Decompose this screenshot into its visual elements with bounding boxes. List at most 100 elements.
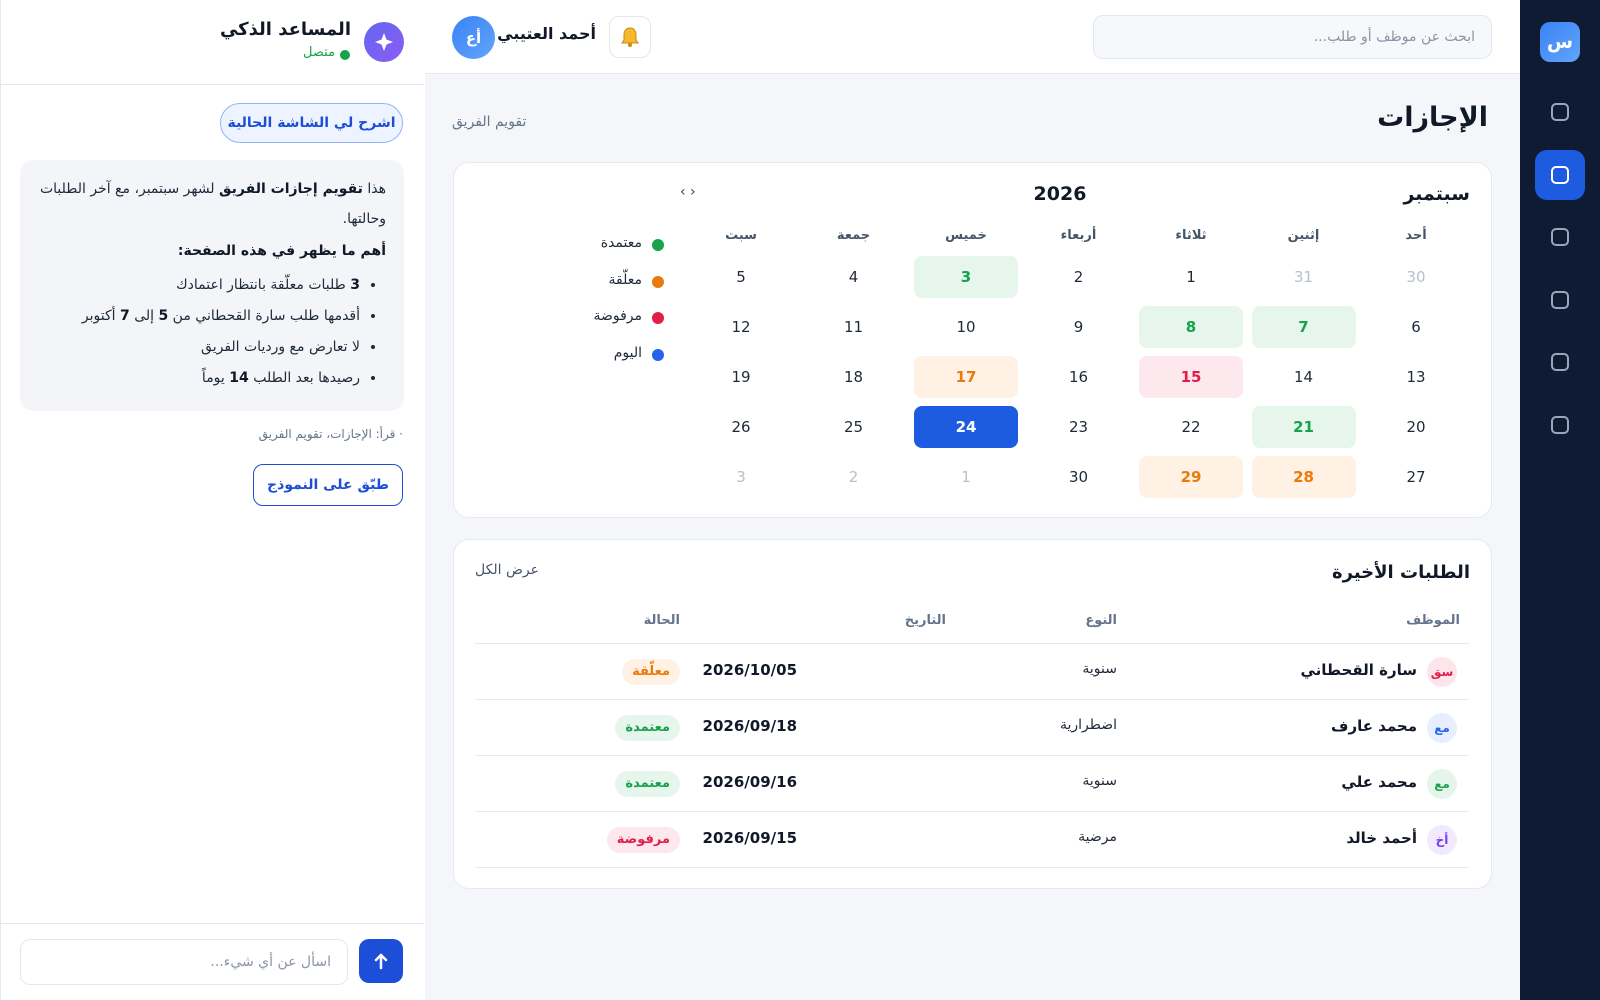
row-divider	[475, 699, 1469, 700]
calendar-day[interactable]: 18	[843, 368, 864, 386]
employee-avatar: مع	[1427, 713, 1457, 743]
employee-avatar: مع	[1427, 769, 1457, 799]
calendar-day[interactable]: 8	[1139, 306, 1243, 348]
assistant-header-divider	[0, 84, 424, 85]
notifications-button[interactable]	[609, 16, 651, 58]
nav-icon[interactable]	[1551, 228, 1569, 246]
user-name: أحمد العتيبي	[497, 24, 596, 43]
status-badge: معلّقة	[622, 659, 680, 685]
calendar-day[interactable]: 29	[1139, 456, 1243, 498]
leave-date: 2026/10/05	[702, 661, 797, 679]
nav-icon[interactable]	[1551, 290, 1569, 309]
calendar-day[interactable]: 30	[1406, 268, 1426, 286]
calendar-day[interactable]: 21	[1251, 406, 1356, 448]
legend-label: معلّقة	[608, 271, 642, 288]
employee-name: محمد علي	[1341, 773, 1417, 791]
logo[interactable]: س	[1540, 22, 1580, 62]
page-title: الإجازات	[1377, 102, 1488, 133]
assistant-status: متصل	[302, 45, 335, 60]
employee-name: سارة القحطاني	[1300, 661, 1417, 679]
message-text: طلبات معلّقة بانتظار اعتمادك	[176, 277, 351, 293]
requests-title: الطلبات الأخيرة	[1332, 562, 1470, 583]
calendar-day[interactable]: 2	[848, 468, 859, 486]
calendar-day[interactable]: 2	[1073, 268, 1084, 286]
calendar-day[interactable]: 10	[956, 318, 976, 336]
weekday-label: سبت	[725, 228, 757, 243]
calendar-day[interactable]: 14	[1293, 368, 1314, 386]
calendar-day[interactable]: 11	[843, 318, 864, 336]
calendar-day[interactable]: 19	[731, 368, 751, 386]
table-header: الحالة	[643, 613, 680, 628]
calendar-nav[interactable]: ‹ ›	[680, 184, 696, 200]
calendar-day[interactable]: 28	[1251, 456, 1356, 498]
calendar-day[interactable]: 16	[1068, 368, 1089, 386]
row-divider	[475, 811, 1469, 812]
calendar-day[interactable]: 24	[914, 406, 1018, 448]
calendar-day[interactable]: 22	[1181, 418, 1201, 436]
legend-label: معتمدة	[600, 235, 642, 251]
user-avatar[interactable]: أع	[452, 16, 495, 59]
nav-icon[interactable]	[1551, 353, 1569, 371]
calendar-day[interactable]: 13	[1406, 368, 1426, 386]
leave-date: 2026/09/16	[702, 773, 797, 791]
message-list: 3 طلبات معلّقة بانتظار اعتمادكأقدمها طلب…	[34, 270, 386, 394]
send-button[interactable]	[359, 939, 403, 983]
calendar-day[interactable]: 9	[1073, 318, 1084, 336]
sparkle-icon	[375, 33, 393, 51]
message-bullet: 3 طلبات معلّقة بانتظار اعتمادك	[34, 270, 360, 301]
calendar-day[interactable]: 7	[1251, 306, 1356, 348]
calendar-day[interactable]: 3	[914, 256, 1018, 298]
calendar-day[interactable]: 25	[843, 418, 864, 436]
calendar-day[interactable]: 30	[1068, 468, 1089, 486]
calendar-day[interactable]: 17	[914, 356, 1018, 398]
status-badge: معتمدة	[615, 715, 680, 741]
message-bullet: أقدمها طلب سارة القحطاني من 5 إلى 7 أكتو…	[34, 301, 360, 332]
calendar-day[interactable]: 12	[731, 318, 751, 336]
nav-icon[interactable]	[1551, 415, 1569, 434]
calendar-day[interactable]: 5	[736, 268, 746, 286]
message-text: لشهر سبتمبر، مع آخر الطلبات وحالتها.	[39, 181, 386, 227]
bold-text: 7	[120, 308, 130, 324]
table-divider	[475, 643, 1469, 644]
calendar-day[interactable]: 27	[1406, 468, 1426, 486]
row-divider	[475, 867, 1469, 868]
input-divider	[0, 923, 424, 924]
message-text: أقدمها طلب سارة القحطاني من	[168, 308, 360, 324]
nav-icon[interactable]	[1551, 165, 1569, 184]
calendar-day[interactable]: 23	[1068, 418, 1089, 436]
calendar-day[interactable]: 1	[1186, 268, 1196, 286]
leave-type: مرضية	[1078, 829, 1117, 845]
weekday-label: جمعة	[836, 228, 871, 243]
calendar-day[interactable]: 4	[848, 268, 859, 286]
status-badge: معتمدة	[615, 771, 680, 797]
assistant-message: هذا تقويم إجازات الفريق لشهر سبتمبر، مع …	[20, 160, 404, 411]
weekday-label: إثنين	[1287, 228, 1320, 243]
calendar-day[interactable]: 26	[731, 418, 751, 436]
table-header: النوع	[1085, 613, 1117, 628]
employee-name: محمد عارف	[1331, 717, 1417, 735]
weekday-label: ثلاثاء	[1175, 228, 1207, 243]
calendar-day[interactable]: 15	[1139, 356, 1243, 398]
table-header: الموظف	[1406, 613, 1460, 628]
message-text: رصيدها بعد الطلب	[248, 370, 360, 386]
search-input[interactable]: ابحث عن موظف أو طلب...	[1093, 15, 1492, 59]
nav-active-bg	[1535, 149, 1585, 200]
legend-dot	[652, 348, 664, 361]
apply-button[interactable]: طبّق على النموذج	[253, 464, 403, 506]
calendar-day[interactable]: 31	[1293, 268, 1314, 286]
calendar-day[interactable]: 20	[1406, 418, 1426, 436]
employee-name: أحمد خالد	[1346, 829, 1417, 847]
leave-type: اضطرارية	[1059, 717, 1117, 733]
calendar-day[interactable]: 6	[1411, 318, 1421, 336]
chat-input[interactable]: اسأل عن أي شيء...	[20, 939, 348, 985]
message-text: أكتوبر	[81, 308, 120, 324]
nav-icon[interactable]	[1551, 103, 1569, 121]
leave-date: 2026/09/18	[702, 717, 797, 735]
calendar-day[interactable]: 3	[736, 468, 746, 486]
weekday-label: أحد	[1405, 228, 1427, 243]
calendar-day[interactable]: 1	[961, 468, 971, 486]
legend-dot	[652, 239, 664, 251]
view-all-link[interactable]: عرض الكل	[475, 562, 539, 578]
message-text: هذا	[362, 181, 386, 197]
explain-button[interactable]: اشرح لي الشاشة الحالية	[220, 103, 403, 143]
